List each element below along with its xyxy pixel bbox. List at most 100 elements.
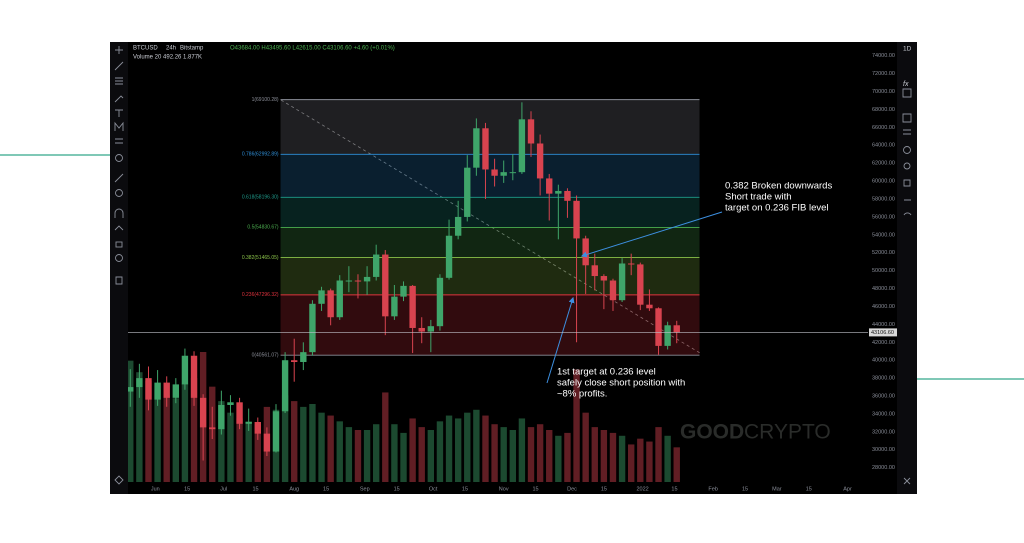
arrow bbox=[580, 211, 723, 258]
left-toolbar bbox=[110, 42, 128, 494]
tool-icon[interactable] bbox=[114, 225, 124, 231]
y-tick-label: 46000.00 bbox=[872, 304, 895, 310]
toolbar-label[interactable]: 1D bbox=[903, 46, 912, 53]
candle-body bbox=[400, 285, 407, 297]
candle-body bbox=[454, 216, 462, 236]
y-tick-label: 58000.00 bbox=[872, 196, 895, 202]
last-price-box bbox=[869, 328, 897, 337]
x-tick-label: 2022 bbox=[636, 486, 648, 492]
volume-bar bbox=[318, 412, 325, 482]
candle-body bbox=[436, 277, 444, 327]
header-volume: Volume 20 492.26 1.877K bbox=[133, 55, 202, 61]
x-tick-label: 15 bbox=[323, 486, 329, 492]
tool-icon[interactable] bbox=[114, 61, 124, 71]
candle-body bbox=[336, 280, 343, 318]
candle-body bbox=[363, 276, 371, 282]
x-tick-label: 15 bbox=[601, 486, 607, 492]
tool-icon[interactable] bbox=[114, 475, 124, 485]
x-tick-label: 15 bbox=[252, 486, 258, 492]
x-tick-label: Jul bbox=[220, 486, 227, 492]
header-interval: 24h bbox=[166, 46, 176, 52]
volume-bar bbox=[309, 404, 316, 482]
y-tick-label: 72000.00 bbox=[872, 71, 895, 77]
toolbar-label[interactable]: fx bbox=[903, 81, 909, 88]
tool-icon[interactable] bbox=[903, 179, 912, 216]
y-tick-label: 44000.00 bbox=[872, 322, 895, 328]
candle-body bbox=[618, 263, 626, 301]
tool-icon[interactable] bbox=[114, 173, 124, 183]
candle-body bbox=[254, 422, 261, 434]
tool-icon[interactable] bbox=[115, 241, 123, 248]
fib-label: 0.382(51465.05) bbox=[242, 255, 279, 261]
candle-body bbox=[409, 285, 416, 328]
tool-icon[interactable] bbox=[114, 208, 124, 218]
x-tick-label: Aug bbox=[289, 486, 299, 492]
x-tick-label: Mar bbox=[772, 486, 782, 492]
candle-body bbox=[272, 411, 280, 452]
volume-bar bbox=[500, 427, 507, 482]
tool-icon[interactable] bbox=[903, 477, 911, 485]
volume-bar bbox=[655, 427, 662, 482]
candle-body bbox=[473, 128, 480, 168]
volume-bar bbox=[391, 424, 398, 482]
volume-bar bbox=[336, 421, 343, 482]
volume-bar bbox=[281, 395, 289, 482]
candle-body bbox=[227, 402, 234, 405]
tool-icon[interactable] bbox=[115, 276, 123, 285]
tool-icon[interactable] bbox=[115, 138, 123, 144]
tool-icon[interactable] bbox=[115, 154, 123, 162]
x-tick-label: Feb bbox=[708, 486, 717, 492]
candle-body bbox=[354, 280, 362, 282]
candle-body bbox=[154, 382, 161, 400]
volume-bar bbox=[637, 438, 644, 482]
volume-bar bbox=[591, 427, 598, 482]
volume-bar bbox=[236, 418, 243, 482]
volume-bar bbox=[154, 389, 161, 482]
tool-icon[interactable] bbox=[115, 46, 123, 54]
x-tick-label: 15 bbox=[462, 486, 468, 492]
tool-icon[interactable] bbox=[115, 189, 123, 197]
fib-label: 0.786(62992.89) bbox=[242, 152, 279, 158]
last-price-label: 43106.60 bbox=[871, 330, 894, 336]
tool-icon[interactable] bbox=[902, 88, 912, 135]
x-tick-label: 15 bbox=[806, 486, 812, 492]
tool-icon[interactable] bbox=[115, 254, 123, 262]
candle-body bbox=[427, 326, 435, 332]
y-tick-label: 60000.00 bbox=[872, 179, 895, 185]
volume-bar bbox=[409, 418, 416, 482]
volume-bar bbox=[482, 415, 489, 482]
y-tick-label: 40000.00 bbox=[872, 358, 895, 364]
tool-icon[interactable] bbox=[114, 121, 124, 131]
left-toolbar-icons bbox=[114, 46, 912, 485]
fib-label: 0.236(47296.32) bbox=[242, 292, 279, 298]
volume-bar bbox=[327, 415, 334, 482]
tool-icon[interactable] bbox=[115, 109, 123, 117]
fib-zone bbox=[280, 227, 700, 258]
fib-zone bbox=[280, 257, 700, 295]
volume-bar bbox=[454, 418, 462, 482]
x-tick-label: Jun bbox=[151, 486, 160, 492]
volume-bar bbox=[573, 369, 580, 482]
candle-body bbox=[218, 404, 225, 430]
volume-bar bbox=[145, 380, 152, 482]
tool-icon[interactable] bbox=[115, 77, 123, 85]
x-tick-label: Apr bbox=[843, 486, 852, 492]
tool-icon[interactable] bbox=[903, 162, 911, 170]
candle-body bbox=[536, 143, 544, 179]
annotation: Short trade with bbox=[725, 192, 792, 203]
fib-label: 1(69100.28) bbox=[252, 97, 279, 103]
candle-body bbox=[163, 382, 170, 398]
volume-bar bbox=[664, 435, 671, 482]
volume-bar bbox=[473, 409, 480, 482]
candle-body bbox=[281, 360, 289, 412]
fib-zone bbox=[280, 99, 700, 155]
volume-bar bbox=[518, 418, 526, 482]
fib-label: 0.618(58196.30) bbox=[242, 195, 279, 201]
candle-body bbox=[646, 304, 653, 309]
volume-bar bbox=[181, 383, 189, 482]
candle-body bbox=[564, 190, 571, 201]
x-tick-label: Nov bbox=[499, 486, 509, 492]
tool-icon[interactable] bbox=[903, 146, 911, 154]
tool-icon[interactable] bbox=[114, 95, 124, 103]
